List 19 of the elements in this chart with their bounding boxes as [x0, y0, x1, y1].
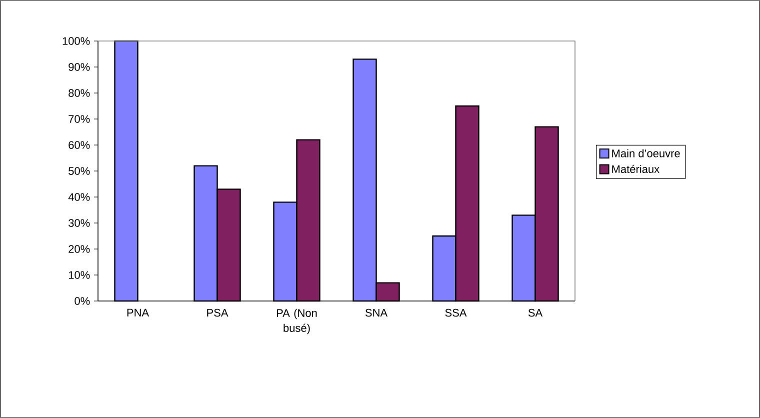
x-tick-label: SSA: [445, 308, 467, 317]
y-tick-label: 0%: [74, 297, 90, 305]
x-tick-label: PNA: [127, 308, 150, 316]
y-tick-label: 30%: [68, 219, 90, 227]
legend-label: Matériaux: [612, 164, 660, 174]
y-tick-label: 60%: [68, 141, 90, 149]
y-tick-label: 10%: [68, 271, 90, 279]
y-tick-label: 40%: [68, 193, 90, 201]
x-tick-label: SNA: [365, 308, 388, 317]
legend-label: Main d’oeuvre: [612, 149, 680, 158]
y-tick-label: 70%: [68, 115, 90, 123]
y-tick-label: 80%: [68, 89, 90, 97]
y-tick-label: 90%: [68, 63, 90, 71]
x-tick-label: PSA: [207, 308, 228, 317]
y-tick-label: 100%: [62, 37, 90, 45]
x-tick-label: PA (Non busé): [276, 308, 317, 334]
x-tick-label: SA: [528, 308, 543, 317]
y-tick-label: 20%: [68, 245, 90, 253]
y-tick-label: 50%: [68, 167, 90, 175]
